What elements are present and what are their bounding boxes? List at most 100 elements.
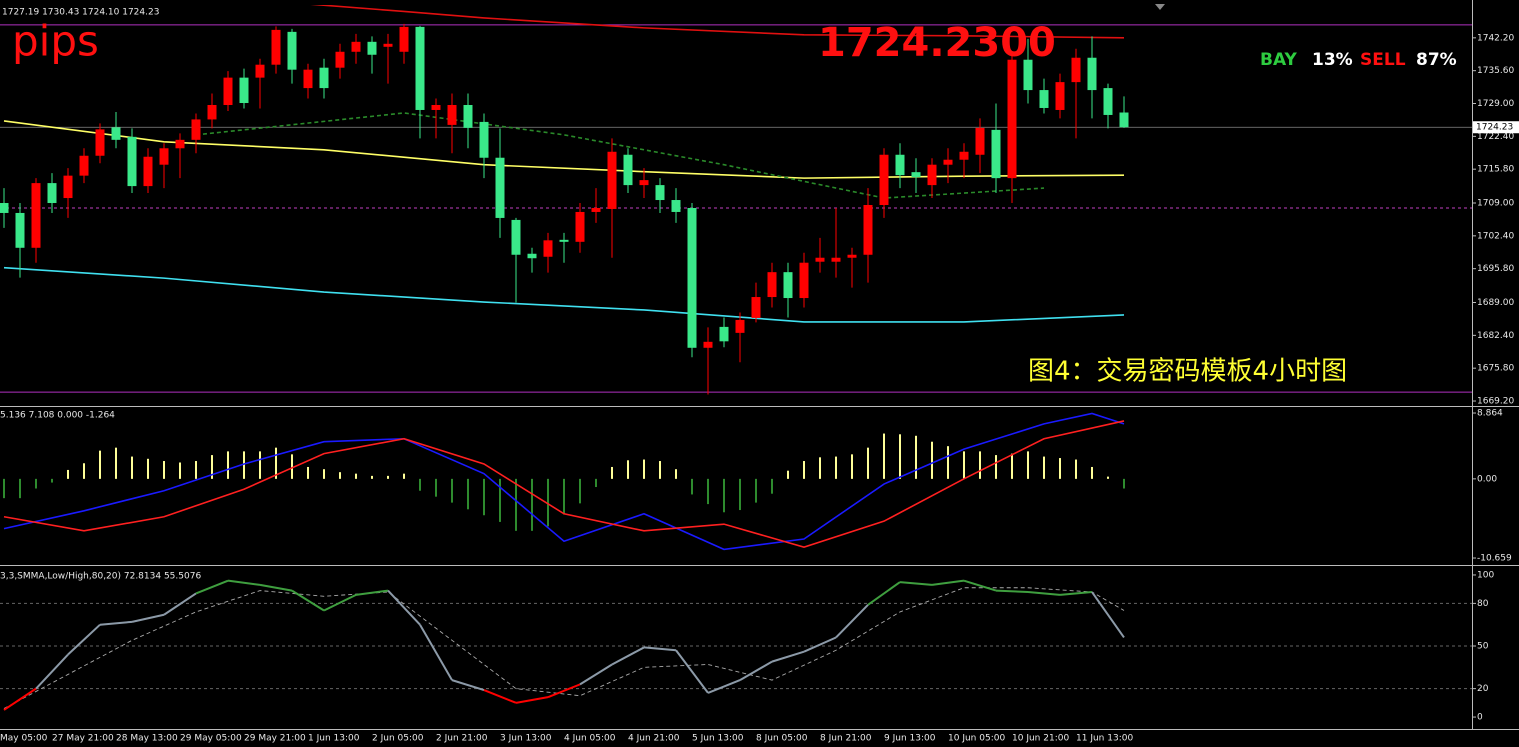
- candle-body: [847, 254, 857, 258]
- candle-body: [335, 51, 345, 68]
- x-tick-label: 10 Jun 05:00: [948, 734, 1005, 744]
- y-tick-label: 1715.80: [1477, 165, 1514, 175]
- candle-body: [895, 154, 905, 176]
- main-line-segment: [35, 653, 69, 690]
- y-tick-label: 80: [1477, 599, 1489, 609]
- candle-body: [143, 156, 153, 187]
- axes: 1742.20 1735.60 1729.00 1722.40 1715.80 1709.…: [0, 33, 1519, 744]
- y-tick-label: 1722.40: [1477, 132, 1514, 142]
- candle-body: [991, 129, 1001, 179]
- candle-body: [575, 211, 585, 242]
- candle-body: [1023, 59, 1033, 91]
- candle-body: [863, 205, 873, 255]
- main-line-segment: [99, 620, 133, 626]
- main-line-segment: [483, 689, 517, 704]
- main-line-segment: [867, 581, 901, 606]
- watermark: pips: [12, 17, 99, 66]
- candle-body: [655, 185, 665, 201]
- candle-body: [911, 172, 921, 178]
- main-line-segment: [835, 604, 869, 639]
- y-tick-label: 1709.00: [1477, 199, 1514, 209]
- macd-info: 5.136 7.108 0.000 -1.264: [0, 411, 115, 421]
- y-tick-label: 1702.40: [1477, 231, 1514, 241]
- main-line-segment: [643, 646, 677, 652]
- candle-body: [735, 319, 745, 333]
- candle-body: [543, 240, 553, 257]
- candle-body: [95, 129, 105, 156]
- candle-body: [879, 154, 889, 205]
- main-line-segment: [163, 592, 197, 616]
- main-line-segment: [963, 579, 997, 592]
- candle-body: [1103, 88, 1113, 115]
- main-line-segment: [387, 589, 421, 626]
- candle-body: [671, 200, 681, 212]
- main-line-segment: [227, 579, 261, 586]
- x-tick-label: 11 Jun 13:00: [1076, 734, 1133, 744]
- main-line-segment: [195, 579, 229, 595]
- x-tick-label: 28 May 13:00: [116, 734, 178, 744]
- main-line-segment: [707, 679, 741, 694]
- candle-body: [351, 41, 361, 52]
- indicator-line: [3, 120, 1125, 179]
- candle-body: [1087, 57, 1097, 91]
- main-line-segment: [515, 696, 549, 704]
- candle-body: [303, 69, 313, 89]
- candle-body: [607, 151, 617, 209]
- stochastic-panel: [0, 579, 1472, 711]
- y-tick-label: 0: [1477, 713, 1483, 723]
- shift-marker: [1155, 4, 1165, 10]
- x-tick-label: 2 Jun 05:00: [372, 734, 424, 744]
- main-line-segment: [291, 589, 325, 612]
- candle-body: [815, 257, 825, 262]
- main-line-segment: [1027, 591, 1061, 596]
- candle-body: [1039, 90, 1049, 108]
- candle-body: [751, 297, 761, 318]
- candle-body: [959, 151, 969, 160]
- candle-body: [527, 253, 537, 259]
- caption: 图4：交易密码模板4小时图: [1028, 357, 1347, 387]
- candle-body: [319, 67, 329, 89]
- x-tick-label: 4 Jun 05:00: [564, 734, 616, 744]
- x-tick-label: May 05:00: [0, 734, 48, 744]
- main-line-segment: [771, 650, 805, 663]
- main-line-segment: [739, 660, 773, 681]
- x-tick-label: 3 Jun 13:00: [500, 734, 552, 744]
- candle-body: [159, 148, 169, 165]
- main-line-segment: [323, 593, 357, 612]
- candle-body: [783, 272, 793, 299]
- candle-body: [255, 64, 265, 78]
- candle-body: [1007, 59, 1017, 179]
- current-price-label: 1724.23: [1476, 123, 1513, 133]
- candle-body: [191, 119, 201, 140]
- indicator-line: [3, 266, 1125, 323]
- main-line-segment: [803, 636, 837, 653]
- candle-body: [367, 41, 377, 55]
- main-line-segment: [3, 687, 37, 711]
- y-tick-label: 1729.00: [1477, 99, 1514, 109]
- candle-body: [0, 203, 9, 213]
- x-tick-label: 9 Jun 13:00: [884, 734, 936, 744]
- y-tick-label: 1689.00: [1477, 298, 1514, 308]
- indicator-line: [310, 5, 1125, 39]
- y-tick-label: 20: [1477, 684, 1489, 694]
- candle-body: [639, 180, 649, 186]
- candle-body: [271, 29, 281, 65]
- candle-body: [1055, 82, 1065, 110]
- main-line-segment: [995, 589, 1029, 594]
- main-line-segment: [131, 613, 165, 623]
- y-tick-label: 1669.20: [1477, 397, 1514, 407]
- y-tick-label: 1675.80: [1477, 364, 1514, 374]
- candle-body: [591, 207, 601, 212]
- stochastic-info: 3,3,SMMA,Low/High,80,20) 72.8134 55.5076: [0, 572, 201, 582]
- y-tick-label: 50: [1477, 642, 1489, 652]
- macd-panel: [3, 412, 1125, 551]
- sell-share: 87%: [1416, 50, 1457, 70]
- candle-body: [767, 272, 777, 298]
- x-tick-label: 27 May 21:00: [52, 734, 114, 744]
- x-tick-label: 29 May 21:00: [244, 734, 306, 744]
- candle-body: [415, 26, 425, 110]
- y-tick-label: -10.659: [1477, 554, 1512, 564]
